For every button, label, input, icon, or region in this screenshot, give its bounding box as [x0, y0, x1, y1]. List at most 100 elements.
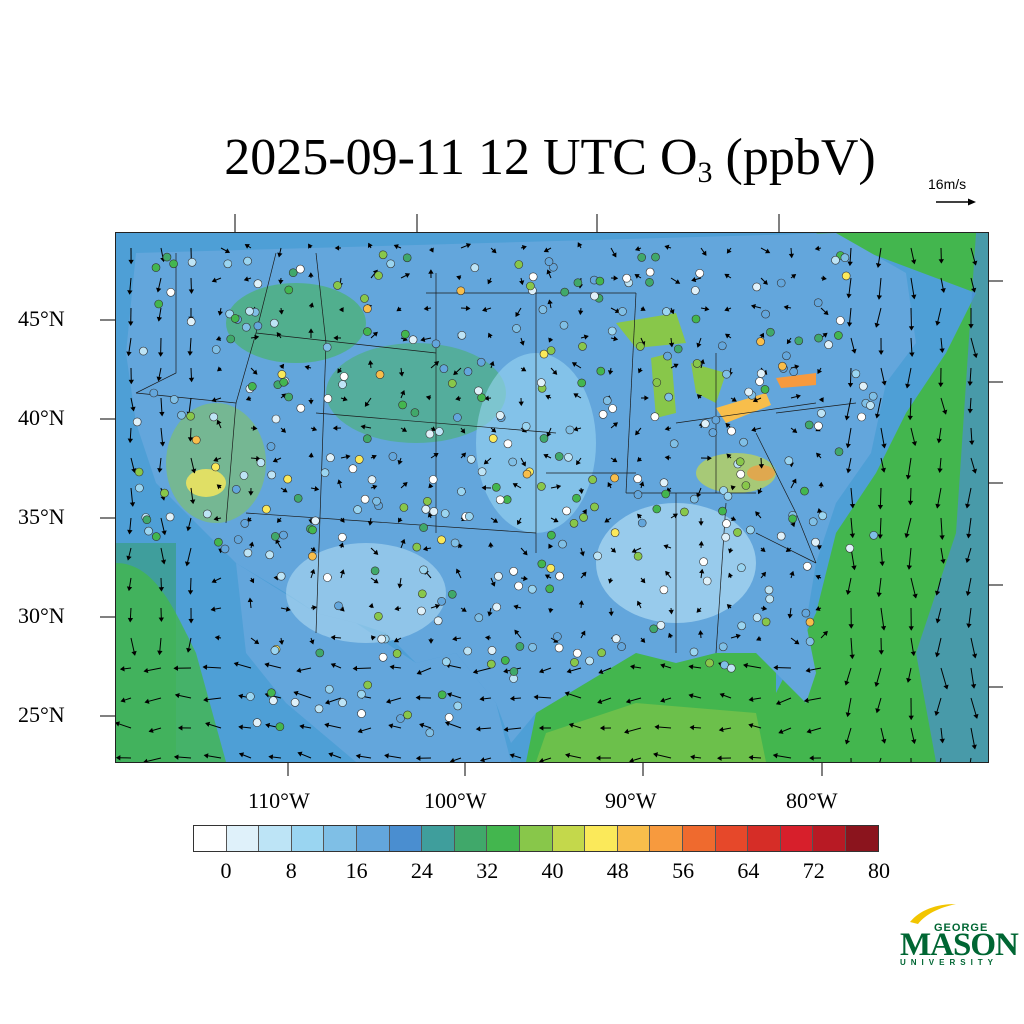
station-marker: [555, 571, 564, 581]
station-marker: [457, 487, 466, 496]
station-marker: [334, 601, 343, 611]
wind-vector-head: [971, 468, 978, 474]
wind-vector-head: [660, 663, 666, 669]
colorbar-tick-label: 0: [220, 858, 232, 883]
wind-vector-head: [573, 426, 579, 432]
wind-vector-head: [538, 725, 544, 731]
wind-vector-head: [482, 306, 488, 312]
station-marker: [835, 316, 845, 325]
wind-vector-head: [389, 664, 395, 670]
station-marker: [203, 509, 212, 519]
wind-vector-head: [881, 443, 887, 449]
station-marker: [243, 256, 252, 266]
station-marker: [776, 531, 786, 541]
colorbar-tick-label: 72: [802, 858, 825, 883]
colorbar-tick-label: 8: [285, 858, 297, 883]
wind-vector-head: [308, 328, 314, 333]
station-marker: [633, 551, 643, 561]
wind-vector-head: [688, 693, 694, 699]
wind-vector-head: [663, 544, 669, 550]
wind-vector-head: [665, 570, 671, 576]
logo-main-text: MASON: [900, 927, 1019, 963]
station-marker: [283, 474, 292, 484]
wind-vector-head: [579, 551, 585, 557]
wind-vector-head: [127, 529, 133, 535]
station-marker: [248, 382, 257, 391]
station-marker: [727, 426, 736, 436]
wind-vector-head: [815, 605, 821, 612]
station-marker: [858, 381, 868, 391]
station-marker: [717, 341, 727, 351]
station-marker: [166, 287, 176, 297]
colorbar-swatch: [748, 826, 781, 851]
wind-vector-head: [143, 758, 148, 762]
wind-vector-head: [822, 332, 828, 338]
wind-vector-head: [644, 395, 649, 401]
wind-vector-head: [573, 393, 579, 399]
station-marker: [702, 576, 712, 586]
wind-vector-head: [564, 691, 570, 697]
station-marker: [528, 642, 537, 652]
wind-vector-head: [748, 754, 754, 761]
wind-vector-head: [523, 575, 528, 582]
wind-vector-head: [161, 530, 167, 536]
station-marker: [308, 525, 317, 535]
station-marker: [154, 299, 164, 309]
wind-vector-head: [816, 452, 822, 458]
station-marker: [618, 307, 627, 316]
wind-vector-head: [328, 752, 334, 758]
wind-vector-head: [583, 334, 589, 340]
wind-vector-head: [434, 603, 441, 609]
station-marker: [437, 535, 446, 545]
station-marker: [456, 286, 466, 296]
wind-vector-head: [509, 695, 515, 702]
wind-vector-head: [509, 753, 515, 759]
wind-vector-head: [521, 244, 527, 251]
station-marker: [453, 413, 462, 422]
wind-vector-head: [822, 630, 828, 636]
wind-vector-head: [940, 559, 946, 564]
wind-vector-head: [129, 502, 136, 507]
station-marker: [308, 551, 317, 561]
wind-vector-head: [765, 248, 771, 254]
wind-vector-head: [546, 269, 552, 275]
station-marker: [664, 392, 674, 402]
wind-vector-head: [757, 489, 763, 495]
station-marker: [553, 632, 562, 641]
wind-vector-head: [243, 276, 249, 282]
station-marker: [741, 481, 751, 490]
wind-vector-head: [791, 478, 797, 484]
wind-vector-head: [337, 368, 343, 374]
wind-vector-head: [750, 303, 756, 310]
station-marker: [433, 616, 443, 626]
logo-swoosh-icon: [910, 904, 956, 924]
station-marker: [611, 634, 621, 644]
station-marker: [494, 571, 503, 581]
title-units: (ppbV): [712, 129, 876, 186]
wind-vector-head: [455, 395, 461, 401]
colorbar-tick-label: 80: [868, 858, 890, 883]
station-marker: [421, 504, 431, 514]
wind-vector-head: [521, 366, 527, 372]
station-marker: [214, 537, 223, 547]
wind-vector-head: [849, 503, 856, 509]
wind-vector-head: [519, 280, 525, 286]
wind-vector-head: [970, 683, 977, 689]
observation-stations: [132, 250, 879, 738]
station-marker: [419, 523, 428, 532]
station-marker: [386, 259, 396, 269]
map-title: 2025-09-11 12 UTC O3 (ppbV): [0, 128, 1024, 203]
station-marker: [545, 584, 555, 594]
lon-label-110: 110°W: [248, 788, 310, 813]
wind-vector-head: [773, 664, 778, 671]
wind-vector-head: [416, 669, 422, 675]
gulf-light-green: [536, 703, 766, 762]
station-marker: [338, 698, 347, 707]
wind-vector-head: [553, 517, 559, 523]
station-marker: [802, 561, 812, 571]
lat-label-45: 45°N: [18, 306, 65, 331]
wind-vector-head: [404, 273, 411, 278]
wind-vector-head: [874, 322, 880, 328]
wind-vector-head: [689, 724, 695, 731]
station-marker: [784, 456, 794, 465]
